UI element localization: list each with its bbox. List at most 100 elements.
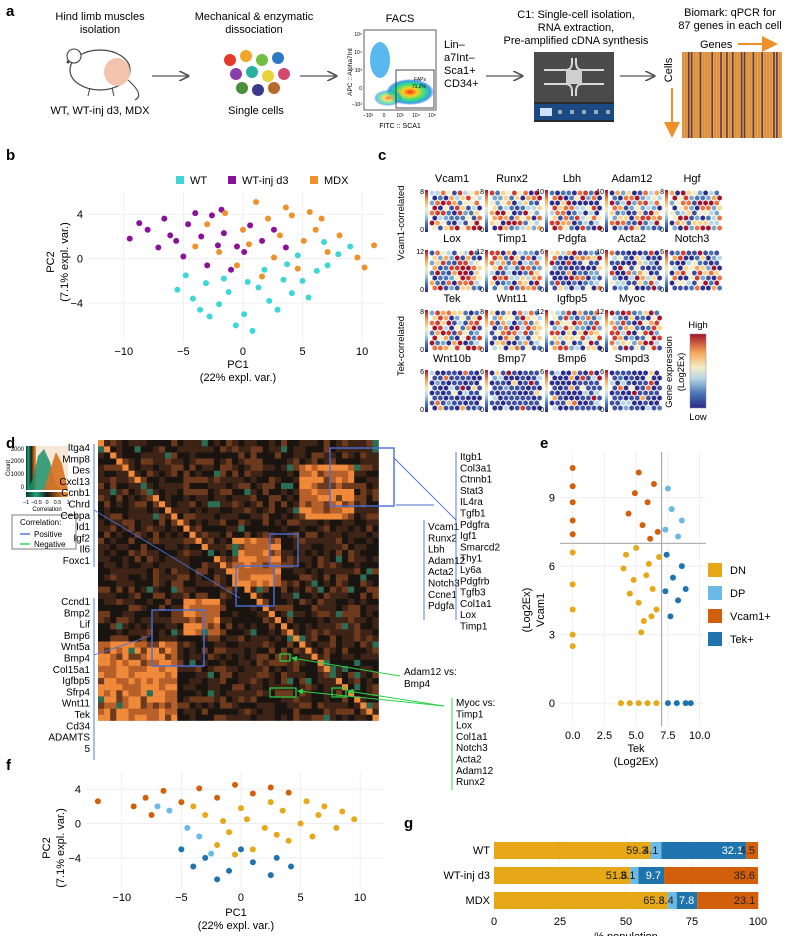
matrix-cell [98, 537, 105, 544]
matrix-cell [226, 635, 233, 642]
som-hex [691, 199, 698, 207]
matrix-cell [287, 696, 294, 703]
matrix-cell [262, 470, 269, 477]
matrix-cell [213, 684, 221, 691]
som-mini-scale [485, 190, 488, 232]
som-hex [497, 274, 504, 282]
matrix-cell [232, 555, 239, 563]
matrix-cell [116, 446, 123, 453]
matrix-cell [329, 616, 337, 624]
matrix-cell [207, 580, 215, 587]
matrix-cell [98, 549, 105, 557]
som-hex [554, 369, 561, 377]
som-hex [443, 334, 449, 342]
matrix-cell [226, 440, 233, 447]
matrix-cell [348, 623, 355, 630]
matrix-cell [317, 525, 324, 532]
matrix-cell [140, 696, 147, 703]
matrix-cell [195, 440, 202, 447]
som-hex [637, 389, 643, 397]
som-hex [623, 264, 629, 272]
matrix-cell [281, 549, 288, 557]
matrix-cell [323, 543, 330, 550]
som-hex [517, 369, 523, 377]
matrix-cell [268, 555, 276, 563]
som-hex [497, 404, 504, 412]
matrix-cell [165, 537, 172, 544]
matrix-cell [220, 537, 227, 544]
facs-ytick: 10³ [355, 68, 363, 74]
matrix-cell [305, 519, 312, 526]
som-hex [443, 344, 449, 352]
matrix-cell [207, 519, 215, 526]
matrix-cell [293, 537, 300, 544]
matrix-cell [146, 537, 154, 544]
som-hex [500, 259, 506, 267]
som-hex [511, 389, 518, 397]
som-hex [612, 324, 618, 332]
som-hex [626, 279, 632, 287]
legend-swatch-dn [708, 563, 722, 577]
som-hex [688, 274, 695, 282]
matrix-cell [372, 549, 379, 557]
matrix-cell [372, 604, 379, 611]
som-hex [620, 389, 626, 397]
som-hex [585, 324, 592, 332]
matrix-cell [195, 598, 202, 605]
matrix-cell [238, 635, 245, 642]
matrix-cell [195, 629, 202, 636]
som-mini-scale [605, 370, 608, 412]
matrix-cell [244, 555, 251, 563]
som-hex [531, 284, 537, 292]
som-hex [648, 189, 654, 197]
matrix-cell [323, 586, 330, 593]
matrix-cell [354, 446, 361, 453]
som-hex [580, 324, 586, 332]
som-hex [623, 384, 629, 392]
qpcr-stripe [770, 52, 772, 138]
matrix-cell [305, 604, 312, 611]
som-hex [708, 279, 714, 287]
som-hex [637, 219, 643, 227]
som-hex [596, 374, 603, 382]
matrix-cell [98, 671, 105, 679]
som-hex [468, 339, 474, 347]
som-hex [677, 204, 684, 212]
data-point-mdx [324, 249, 331, 255]
matrix-cell [287, 464, 294, 471]
som-hex [651, 314, 657, 322]
matrix-cell [98, 659, 105, 666]
som-hex [534, 189, 540, 197]
som-hex [446, 319, 452, 327]
matrix-cell [360, 555, 367, 563]
gene-label: Vcam1 [428, 522, 460, 533]
matrix-cell [104, 616, 111, 624]
matrix-cell [348, 568, 355, 575]
matrix-cell [140, 677, 147, 685]
som-hex [568, 344, 575, 352]
som-hex [677, 274, 684, 282]
som-hex [648, 319, 654, 327]
matrix-cell [189, 494, 196, 502]
matrix-cell [329, 629, 337, 636]
x-axis-label: % population [594, 931, 658, 936]
matrix-cell [262, 659, 269, 666]
som-hex [571, 309, 578, 317]
matrix-cell [238, 476, 245, 483]
bar-segment-dn [494, 867, 631, 884]
data-point-dn [635, 700, 642, 707]
som-hex [557, 324, 564, 332]
som-hex [680, 269, 686, 277]
data-point-wt [206, 313, 213, 320]
matrix-cell [335, 586, 343, 593]
som-hex [617, 264, 624, 272]
matrix-cell [165, 659, 172, 666]
matrix-cell [152, 690, 160, 697]
matrix-cell [287, 580, 294, 587]
matrix-cell [177, 629, 184, 636]
matrix-cell [220, 641, 227, 648]
som-title: Lox [443, 233, 461, 245]
data-point-dp [154, 803, 161, 810]
matrix-cell [189, 525, 196, 532]
matrix-cell [293, 513, 300, 520]
